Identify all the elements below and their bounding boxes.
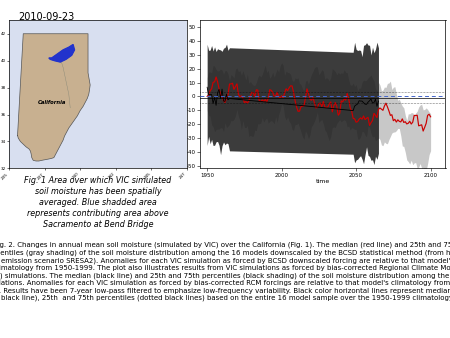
Text: Fig. 1 Area over which VIC simulated
soil moisture has been spatially
averaged. : Fig. 1 Area over which VIC simulated soi… <box>24 176 171 229</box>
Text: California: California <box>37 100 66 105</box>
X-axis label: time: time <box>315 179 330 184</box>
Polygon shape <box>49 45 75 62</box>
Text: 2010-09-23: 2010-09-23 <box>18 12 74 22</box>
Text: Fig. 2. Changes in annual mean soil moisture (simulated by VIC) over the Califor: Fig. 2. Changes in annual mean soil mois… <box>0 241 450 301</box>
Polygon shape <box>18 34 90 161</box>
